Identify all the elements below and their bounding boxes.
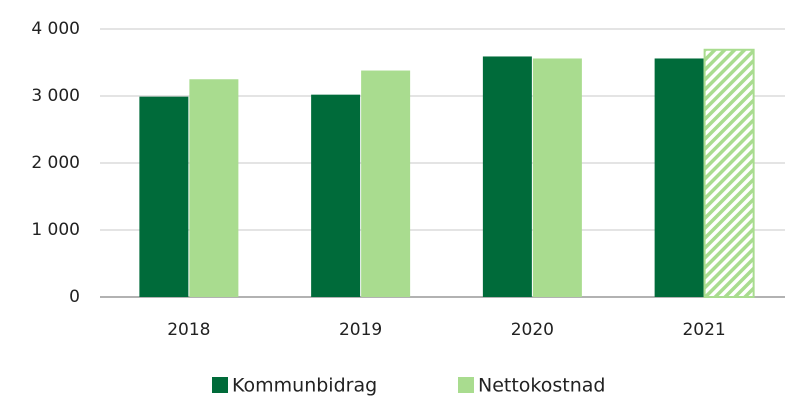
bar: [654, 58, 704, 298]
bar-hatched: [703, 48, 755, 298]
bar: [532, 58, 582, 298]
x-tick-label: 2018: [167, 320, 210, 340]
y-tick-label: 0: [69, 287, 80, 307]
x-tick-label: 2020: [511, 320, 554, 340]
legend-swatch: [212, 377, 228, 393]
x-tick-label: 2019: [339, 320, 382, 340]
y-tick-label: 2 000: [31, 153, 80, 173]
legend-label: Kommunbidrag: [232, 375, 377, 397]
bar: [361, 70, 411, 297]
y-tick-label: 3 000: [31, 86, 80, 106]
x-tick-label: 2021: [682, 320, 725, 340]
y-tick-label: 1 000: [31, 220, 80, 240]
bar: [311, 94, 361, 297]
legend-swatch: [458, 377, 474, 393]
legend-label: Nettokostnad: [478, 375, 605, 397]
y-tick-label: 4 000: [31, 19, 80, 39]
bar: [482, 56, 532, 297]
bar: [139, 96, 189, 297]
bar: [189, 79, 239, 297]
